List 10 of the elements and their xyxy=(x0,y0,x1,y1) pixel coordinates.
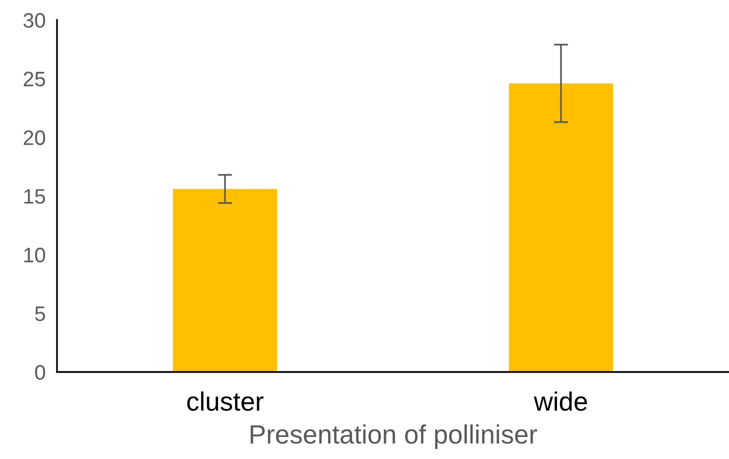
x-axis-title: Presentation of polliniser xyxy=(250,424,538,449)
y-tick-label: 30 xyxy=(24,13,46,28)
y-tick-label: 25 xyxy=(24,72,46,86)
x-tick-label: wide xyxy=(534,391,587,411)
y-tick-label: 15 xyxy=(24,189,46,204)
y-tick-label: 10 xyxy=(24,248,46,262)
x-tick-label: cluster xyxy=(187,391,264,411)
y-tick-label: 20 xyxy=(24,130,46,146)
y-tick-label: 5 xyxy=(35,306,46,322)
y-tick-label: 0 xyxy=(35,365,46,380)
